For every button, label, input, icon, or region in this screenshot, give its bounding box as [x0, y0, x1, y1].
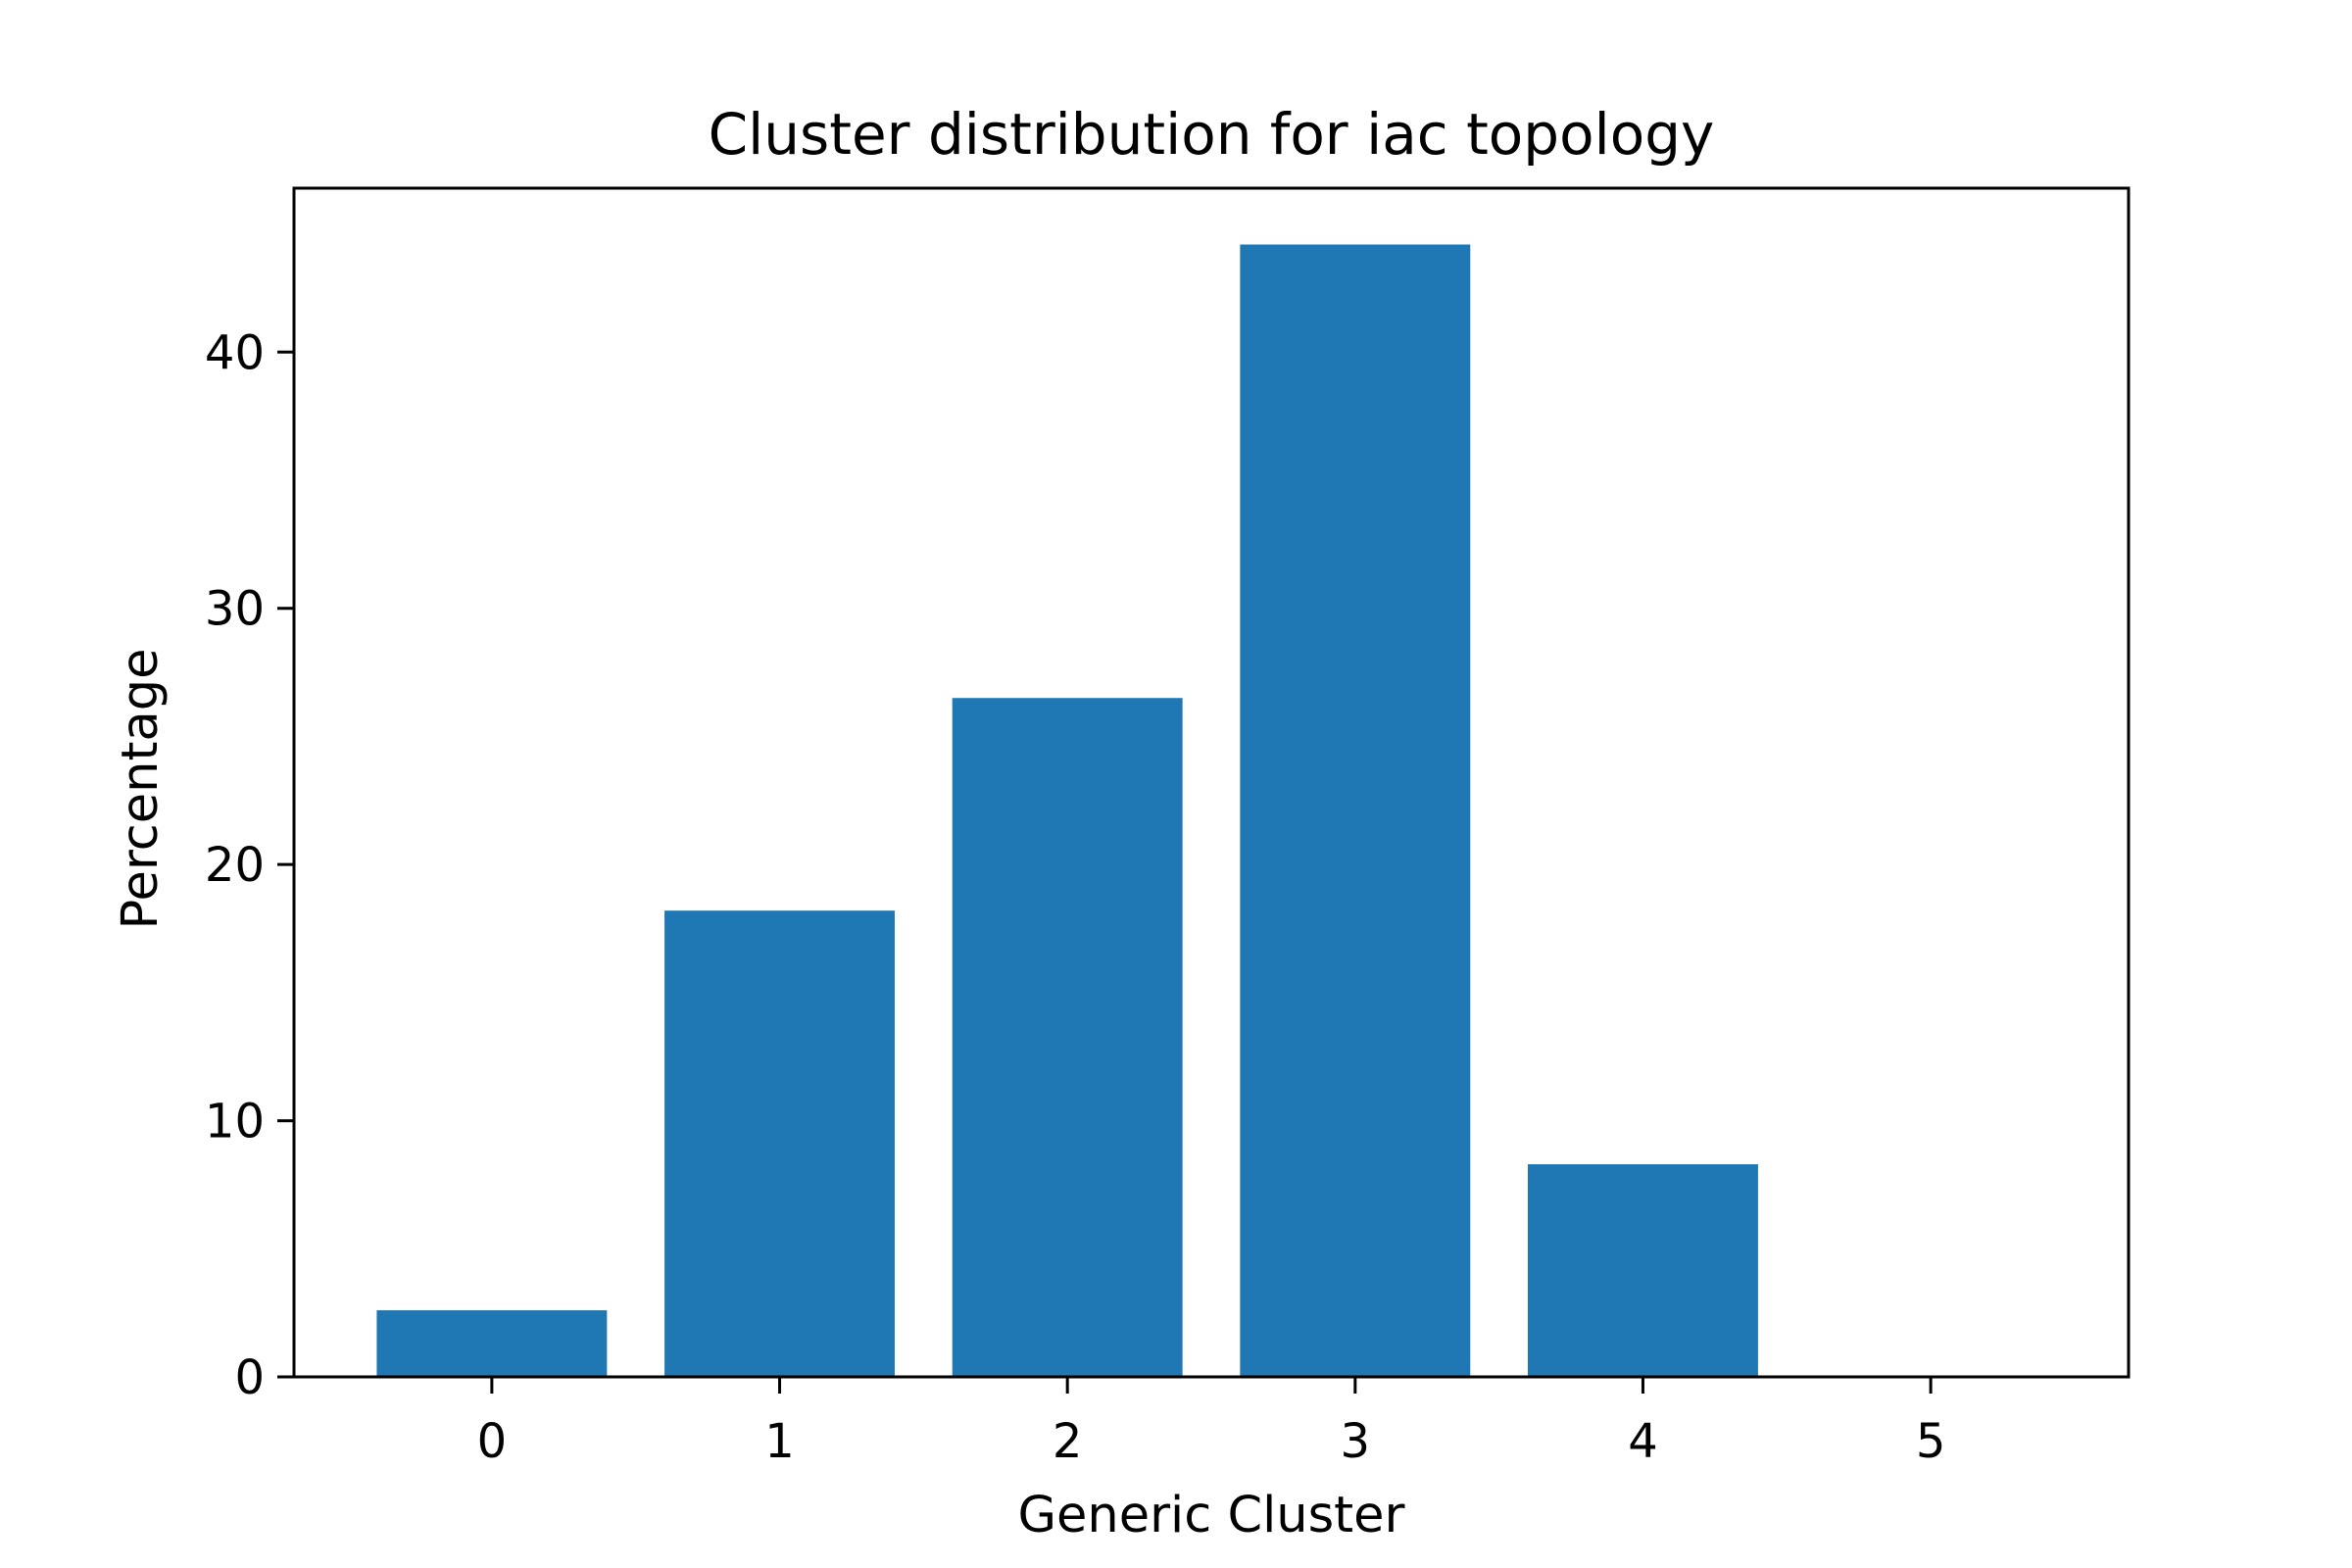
y-tick-label: 0 [234, 1350, 265, 1405]
y-axis-label: Percentage [112, 649, 170, 930]
x-tick-label: 5 [1916, 1414, 1946, 1469]
chart-title: Cluster distribution for iac topology [709, 101, 1715, 168]
x-tick-label: 2 [1053, 1414, 1083, 1469]
plot-area-frame [292, 186, 2131, 1379]
bar-cluster-1 [664, 910, 895, 1377]
bars-group [376, 244, 1758, 1377]
x-tick-label: 0 [477, 1414, 508, 1469]
x-tick-label: 3 [1341, 1414, 1371, 1469]
x-ticks-group: 0 1 2 3 4 5 [477, 1377, 1946, 1469]
bar-cluster-0 [376, 1310, 608, 1377]
y-tick-label: 20 [205, 838, 265, 893]
y-tick-label: 40 [205, 325, 265, 380]
bar-cluster-4 [1528, 1164, 1758, 1377]
y-ticks-group: 0 10 20 30 40 [205, 325, 294, 1405]
bar-cluster-2 [952, 698, 1183, 1377]
x-axis-label: Generic Cluster [1017, 1487, 1404, 1544]
bar-cluster-3 [1240, 244, 1471, 1377]
x-tick-label: 1 [764, 1414, 795, 1469]
x-tick-label: 4 [1628, 1414, 1658, 1469]
y-tick-label: 30 [205, 582, 265, 637]
y-tick-label: 10 [205, 1095, 265, 1150]
